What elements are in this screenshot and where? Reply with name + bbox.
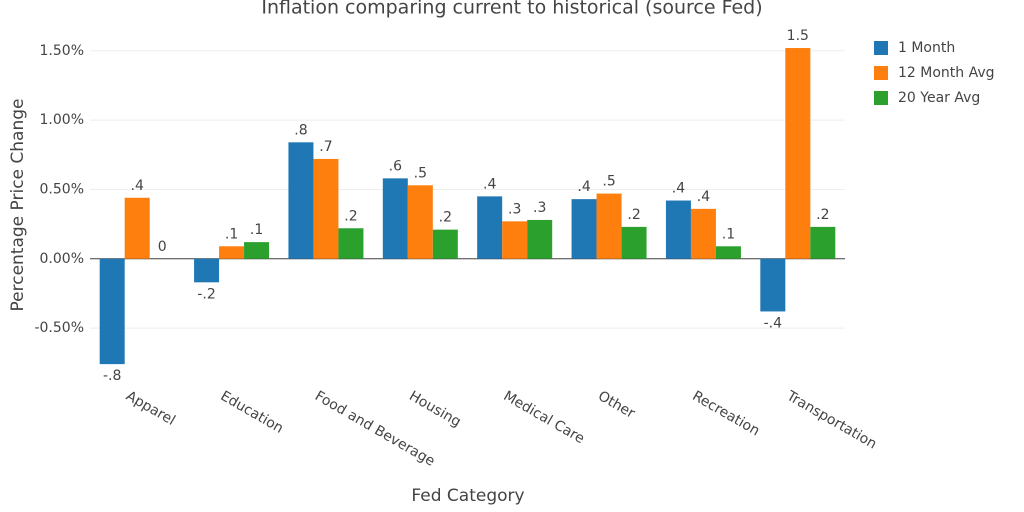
legend-swatch[interactable] [874, 41, 888, 55]
x-tick-label: Transportation [783, 388, 879, 453]
bar [810, 226, 836, 259]
bar [194, 258, 220, 283]
data-label: .2 [816, 207, 829, 223]
bar [502, 221, 528, 259]
bar [571, 199, 597, 259]
legend-label[interactable]: 20 Year Avg [898, 90, 980, 106]
data-label: .4 [672, 181, 685, 197]
bar [621, 226, 647, 259]
data-label: .2 [627, 207, 640, 223]
data-label: .7 [319, 139, 332, 155]
x-tick-label: Recreation [689, 388, 762, 439]
x-axis-title: Fed Category [411, 486, 524, 506]
data-label: .2 [439, 210, 452, 226]
x-tick-label: Apparel [123, 388, 178, 429]
data-label: -.4 [764, 315, 783, 331]
data-label: -.8 [103, 368, 121, 384]
y-tick-label: 0.50% [40, 181, 84, 197]
data-label: .4 [131, 178, 144, 194]
y-tick-label: -0.50% [34, 320, 84, 336]
data-label: .3 [533, 200, 546, 216]
bar [690, 208, 716, 259]
y-axis-title: Percentage Price Change [8, 99, 28, 312]
x-tick-label: Education [218, 388, 286, 437]
data-label: 0 [158, 239, 167, 255]
data-label: .3 [508, 201, 521, 217]
data-label: .1 [225, 226, 238, 242]
chart-title: Inflation comparing current to historica… [261, 0, 762, 19]
x-tick-label: Medical Care [501, 388, 587, 447]
bar [288, 142, 314, 259]
x-tick-label: Housing [406, 388, 463, 430]
legend-label[interactable]: 1 Month [898, 40, 955, 56]
bar [124, 197, 150, 259]
bar [715, 246, 741, 259]
legend-swatch[interactable] [874, 66, 888, 80]
bar [244, 242, 270, 259]
data-label: .4 [577, 179, 590, 195]
y-tick-label: 1.50% [40, 43, 84, 59]
bar [338, 228, 364, 259]
bar [313, 158, 339, 259]
bar [760, 258, 786, 312]
data-label: .6 [389, 158, 402, 174]
data-label: .1 [722, 226, 735, 242]
bar [785, 48, 811, 259]
data-label: .2 [344, 208, 357, 224]
bar [527, 219, 553, 259]
bar [407, 185, 433, 259]
data-label: -.2 [197, 286, 215, 302]
data-label: .5 [414, 165, 427, 181]
data-label: 1.5 [787, 28, 809, 44]
bar [596, 193, 622, 259]
x-tick-label: Other [595, 388, 638, 422]
bar [665, 200, 691, 259]
bar [477, 196, 503, 259]
data-label: .1 [250, 222, 263, 238]
bar [382, 178, 408, 259]
bar [219, 246, 245, 259]
legend-swatch[interactable] [874, 91, 888, 105]
y-tick-label: 0.00% [40, 251, 84, 267]
data-label: .4 [697, 189, 710, 205]
bar [432, 229, 458, 259]
data-label: .8 [294, 122, 307, 138]
bar [99, 258, 125, 365]
data-label: .4 [483, 176, 496, 192]
data-label: .5 [602, 174, 615, 190]
y-tick-label: 1.00% [40, 112, 84, 128]
legend-label[interactable]: 12 Month Avg [898, 65, 995, 81]
